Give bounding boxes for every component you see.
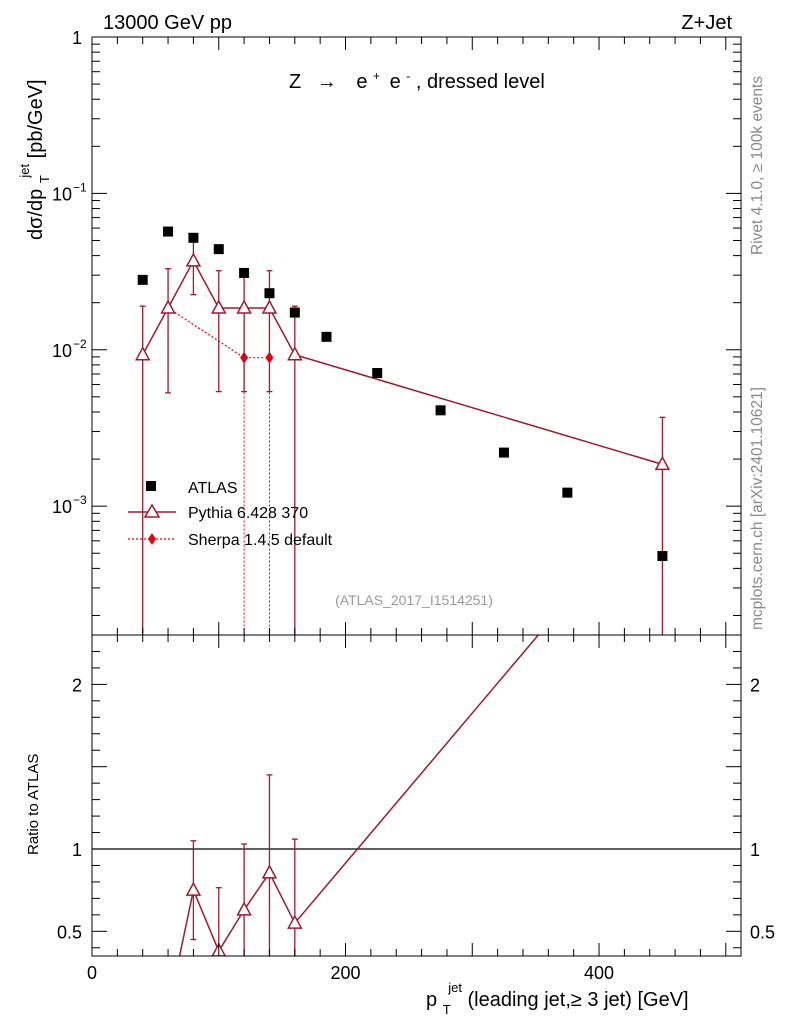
main-ylabel-unit: [pb/GeV]: [25, 79, 47, 158]
title-eminus: e: [390, 71, 401, 93]
xlabel-rest: (leading jet,≥ 3 jet) [GeV]: [468, 989, 689, 1011]
rivet-label: Rivet 4.1.0, ≥ 100k events: [749, 76, 766, 255]
ratio-ylabel: Ratio to ATLAS: [25, 754, 42, 855]
atlas-point: [213, 244, 224, 255]
y-tick-label: 10: [52, 341, 72, 361]
atlas-point: [498, 447, 509, 458]
ratio-point: [185, 881, 202, 896]
atlas-point: [239, 267, 250, 278]
pythia-point: [261, 299, 278, 314]
legend-label-atlas: ATLAS: [188, 480, 238, 497]
y-tick-label-exp: −2: [73, 337, 87, 351]
main-panel: [134, 226, 671, 635]
ratio-series-pythia: [178, 635, 540, 956]
x-tick-label: 200: [330, 963, 360, 983]
legend: ATLAS Pythia 6.428 370 Sherpa 1.4.5 defa…: [128, 480, 333, 549]
atlas-point: [137, 274, 148, 285]
ratio-y-tick-label: 2: [72, 675, 82, 695]
xlabel-sup: jet: [447, 980, 462, 995]
legend-marker-pythia: [143, 503, 161, 518]
ratio-frame: [91, 634, 742, 957]
title-eplus: e: [356, 71, 367, 93]
atlas-point: [163, 226, 174, 237]
ratio-y-tick-label: 1: [72, 840, 82, 860]
pythia-point: [210, 299, 227, 314]
main-ylabel: dσ/dp T jet [pb/GeV]: [12, 79, 54, 240]
title-rest: , dressed level: [416, 71, 545, 93]
atlas-point: [188, 232, 199, 243]
x-tick-label: 0: [87, 963, 97, 983]
watermark: (ATLAS_2017_I1514251): [335, 592, 493, 608]
title-arrow: →: [317, 71, 337, 93]
ratio-point: [261, 864, 278, 879]
chart-title: Z → e + e - , dressed level: [289, 63, 545, 93]
header-right: Z+Jet: [681, 12, 732, 34]
title-z: Z: [289, 71, 301, 93]
ratio-line: [178, 635, 540, 956]
y-tick-label: 10: [52, 184, 72, 204]
atlas-point: [264, 288, 275, 299]
xlabel: p T jet (leading jet,≥ 3 jet) [GeV]: [426, 975, 689, 1019]
series-pythia: [134, 238, 671, 635]
y-tick-label-exp: −1: [73, 180, 87, 194]
legend-label-sherpa: Sherpa 1.4.5 default: [188, 532, 333, 549]
title-plus: +: [373, 69, 380, 83]
ratio-y-tick-label-right: 2: [750, 675, 760, 695]
ratio-y-tick-label: 0.5: [57, 922, 82, 942]
ratio-y-tick-label-right: 0.5: [750, 922, 775, 942]
main-ylabel-sub: T: [37, 175, 52, 183]
xlabel-base: p: [426, 989, 437, 1011]
legend-marker-sherpa: [148, 533, 156, 545]
legend-label-pythia: Pythia 6.428 370: [188, 505, 308, 522]
ratio-y-tick-label-right: 1: [750, 840, 760, 860]
pythia-point: [236, 299, 252, 314]
y-tick-label-exp: −3: [73, 493, 87, 507]
pythia-point: [134, 346, 151, 361]
pythia-line: [142, 259, 663, 466]
y-tick-label: 1: [72, 28, 82, 48]
x-tick-label: 400: [584, 963, 614, 983]
xlabel-sub: T: [443, 1002, 451, 1017]
title-minus: -: [406, 69, 410, 83]
atlas-point: [372, 368, 383, 379]
atlas-point: [289, 307, 300, 318]
main-ylabel-sup: jet: [17, 164, 32, 179]
y-tick-label: 10: [52, 497, 72, 517]
ratio-point: [287, 914, 303, 929]
pythia-point: [160, 299, 176, 314]
pythia-point: [287, 346, 303, 361]
ratio-point: [236, 901, 252, 916]
atlas-point: [435, 405, 446, 416]
pythia-point: [654, 455, 671, 471]
mcplots-label: mcplots.cern.ch [arXiv:2401.10621]: [749, 387, 766, 630]
atlas-point: [562, 487, 573, 498]
main-ylabel-base: dσ/dp: [25, 189, 47, 240]
legend-marker-atlas: [146, 481, 156, 491]
header-left: 13000 GeV pp: [103, 12, 232, 34]
atlas-point: [321, 331, 332, 342]
ratio-panel: [92, 635, 741, 956]
pythia-point: [185, 252, 202, 267]
atlas-point: [657, 551, 668, 562]
series-atlas: [137, 226, 668, 562]
